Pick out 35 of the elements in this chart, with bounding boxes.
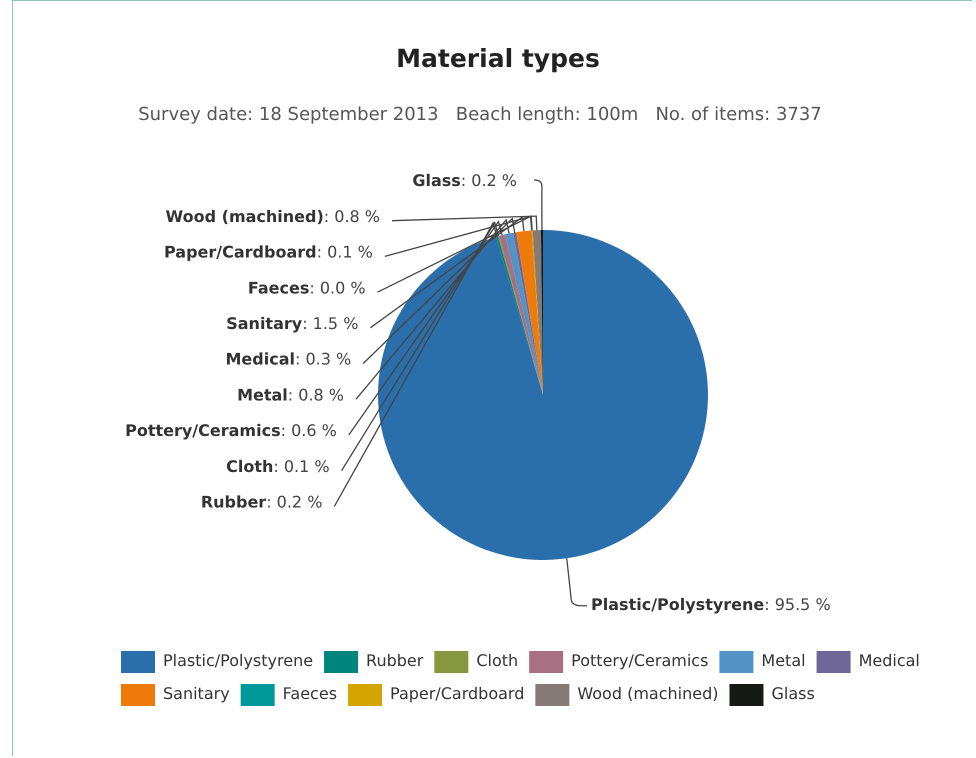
slice-label: Sanitary <box>226 314 303 333</box>
legend-label: Pottery/Ceramics <box>571 651 708 670</box>
slice-label: Glass <box>412 171 461 190</box>
chart-title: Material types <box>395 44 601 73</box>
slice-label: Wood (machined) <box>166 206 324 226</box>
data-label: : 0.3 % <box>294 350 352 369</box>
data-label: : 95.5 % <box>764 594 831 614</box>
slice-label: Pottery/Ceramics <box>125 421 281 440</box>
legend-label: Wood (machined) <box>577 684 718 704</box>
slice-label: Metal <box>237 385 288 404</box>
data-label: : 0.8 % <box>324 206 380 226</box>
slice-label: Medical <box>226 350 295 369</box>
legend-label: Faeces <box>282 684 338 704</box>
data-label: : 0.2 % <box>460 171 518 190</box>
legend-label: Sanitary <box>163 684 230 704</box>
data-label: : 0.6 % <box>280 421 337 440</box>
legend-label: Cloth <box>476 651 518 670</box>
data-label: : 1.5 % <box>302 314 358 333</box>
legend-label: Metal <box>761 651 806 670</box>
data-label: : 0.8 % <box>288 385 344 404</box>
data-label: : 0.1 % <box>273 456 330 476</box>
legend-label: Rubber <box>366 651 424 670</box>
data-label: : 0.2 % <box>266 492 322 512</box>
chart-subtitle: Survey date: 18 September 2013 Beach length: 100m No. of items: 3737 <box>137 104 823 125</box>
slice-label: Plastic/Polystyrene <box>591 594 764 614</box>
category-label: Faeces <box>248 278 310 298</box>
slice-label: Cloth <box>226 456 274 476</box>
legend-label: Plastic/Polystyrene <box>163 651 314 670</box>
legend-label: Glass <box>771 684 815 704</box>
slice-label: Rubber <box>200 492 266 512</box>
text: : 0.0 % <box>309 278 366 298</box>
data-label: : 0.1 % <box>316 242 373 262</box>
legend-label: Paper/Cardboard <box>390 684 524 704</box>
legend-label: Medical <box>858 651 920 670</box>
slice-label: Paper/Cardboard <box>164 242 317 262</box>
